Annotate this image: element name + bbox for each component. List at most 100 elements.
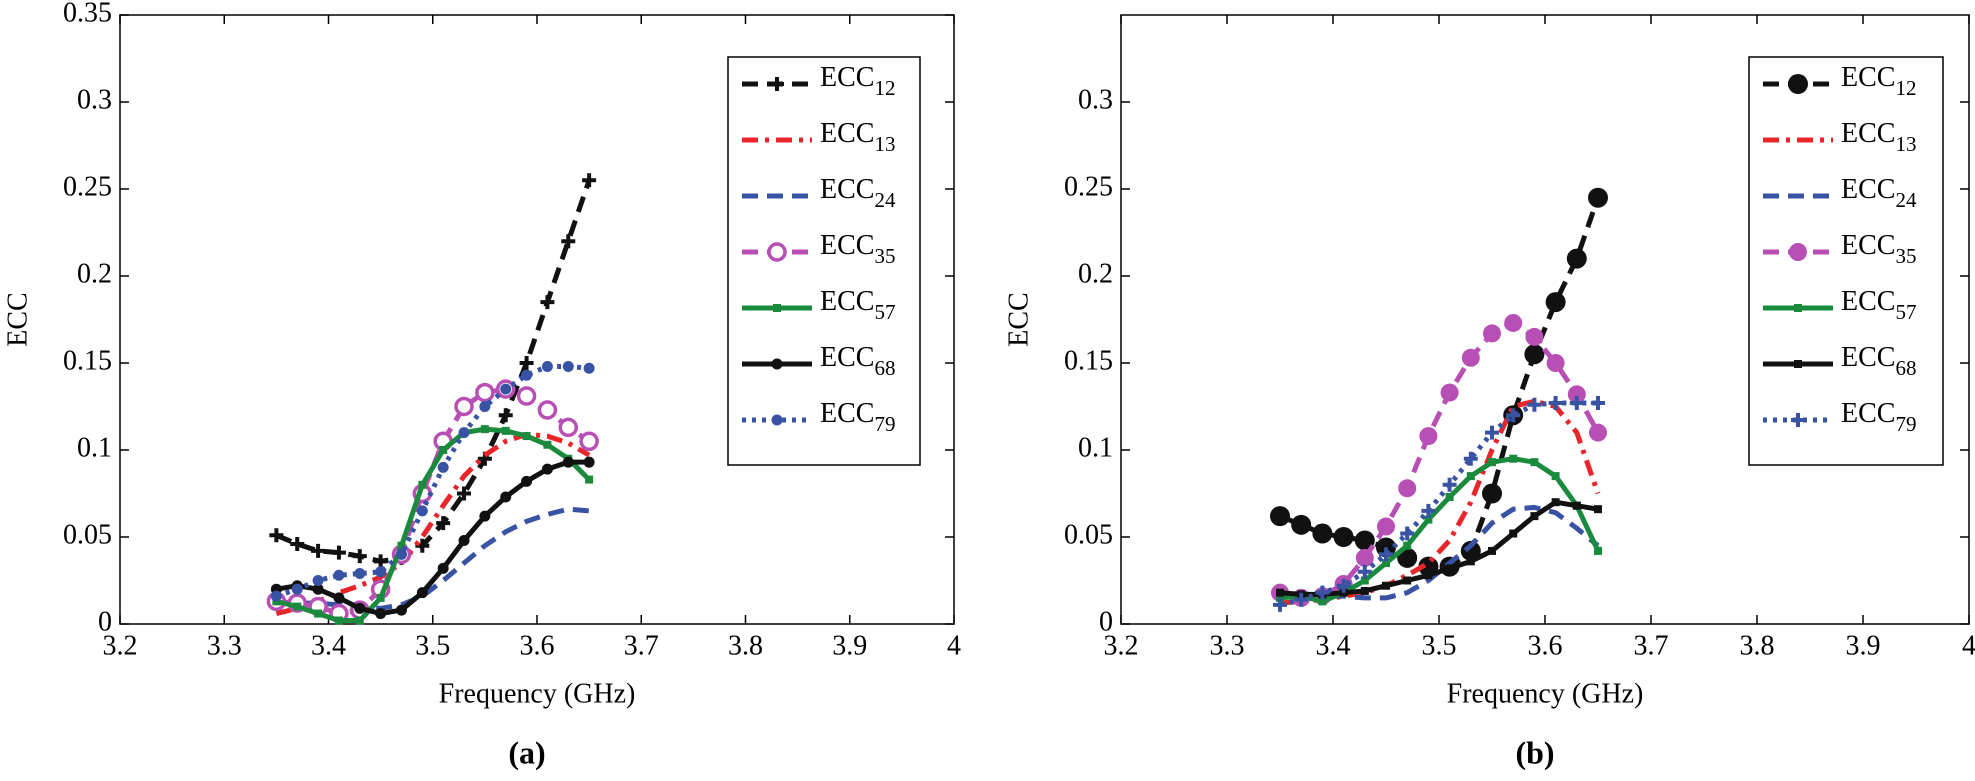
legend-box xyxy=(727,56,921,466)
marker xyxy=(1403,576,1412,585)
marker xyxy=(1421,503,1436,518)
marker xyxy=(314,609,323,618)
marker xyxy=(541,360,553,372)
marker xyxy=(767,242,787,262)
marker xyxy=(395,604,407,616)
marker xyxy=(1483,324,1501,343)
marker xyxy=(1791,413,1805,427)
marker xyxy=(437,562,449,574)
legend-label: ECC57 xyxy=(1841,286,1916,323)
marker xyxy=(1466,557,1475,566)
marker xyxy=(1506,408,1521,423)
marker xyxy=(416,587,428,599)
marker xyxy=(1445,492,1454,501)
marker xyxy=(1546,354,1565,372)
marker xyxy=(558,417,579,438)
marker xyxy=(439,446,448,454)
legend-label: ECC12 xyxy=(820,62,895,99)
legend-label: ECC79 xyxy=(1841,398,1916,435)
marker xyxy=(1789,243,1807,261)
x-tick-label: 3.4 xyxy=(311,630,346,661)
marker xyxy=(516,386,537,406)
marker xyxy=(1440,383,1459,402)
marker xyxy=(1276,588,1284,597)
y-tick-label: 0.35 xyxy=(63,0,112,28)
marker xyxy=(269,528,284,543)
series-line xyxy=(275,426,591,624)
x-tick-label: 3.9 xyxy=(832,630,867,661)
marker xyxy=(541,463,553,475)
series-line xyxy=(1279,398,1601,606)
legend-box xyxy=(1748,56,1944,466)
marker xyxy=(1482,483,1502,504)
x-tick-label: 3.7 xyxy=(1634,630,1669,661)
marker xyxy=(1530,458,1539,467)
legend-label: ECC24 xyxy=(820,174,896,211)
marker xyxy=(1382,559,1390,568)
marker xyxy=(770,77,784,91)
y-tick-label: 0.1 xyxy=(77,432,112,463)
x-tick-label: 3.9 xyxy=(1846,630,1881,661)
marker xyxy=(1788,74,1808,94)
marker xyxy=(352,549,367,564)
marker xyxy=(1566,248,1587,269)
marker xyxy=(1463,451,1478,466)
legend-label: ECC68 xyxy=(1841,342,1916,379)
marker xyxy=(1545,292,1566,313)
marker xyxy=(437,461,449,473)
marker xyxy=(561,234,576,249)
marker xyxy=(771,414,783,426)
x-tick-label: 3.5 xyxy=(415,630,450,661)
series-line xyxy=(1279,400,1598,608)
y-axis-label: ECC xyxy=(1003,292,1034,346)
x-tick-label: 3.3 xyxy=(1210,630,1245,661)
x-tick-label: 3.6 xyxy=(1528,630,1563,661)
marker xyxy=(1357,564,1372,579)
marker xyxy=(1572,501,1581,510)
marker xyxy=(375,608,387,620)
y-tick-label: 0.15 xyxy=(1064,345,1113,376)
y-tick-label: 0.2 xyxy=(1078,258,1113,289)
x-tick-label: 3.4 xyxy=(1316,630,1351,661)
marker xyxy=(562,360,574,372)
y-tick-label: 0.05 xyxy=(63,519,112,550)
marker xyxy=(395,548,407,560)
x-tick-label: 3.3 xyxy=(207,630,242,661)
marker xyxy=(1360,576,1369,585)
marker xyxy=(1377,517,1395,536)
y-tick-label: 0.05 xyxy=(1064,519,1113,550)
marker xyxy=(1548,396,1563,411)
marker xyxy=(1589,423,1607,442)
marker xyxy=(354,602,366,614)
marker xyxy=(1551,498,1560,507)
marker xyxy=(480,425,489,434)
marker xyxy=(1594,505,1602,514)
marker xyxy=(373,554,388,569)
marker xyxy=(583,362,595,374)
marker xyxy=(1551,472,1560,481)
series-line xyxy=(275,179,592,564)
marker xyxy=(1460,540,1481,561)
marker xyxy=(498,408,513,423)
x-tick-label: 4 xyxy=(1962,630,1975,661)
marker xyxy=(1294,592,1309,607)
marker xyxy=(1445,564,1454,573)
marker xyxy=(270,590,282,602)
marker xyxy=(1355,548,1374,567)
marker xyxy=(1504,313,1523,332)
marker xyxy=(537,400,558,420)
marker xyxy=(376,593,385,602)
marker xyxy=(290,536,305,551)
marker xyxy=(1525,327,1544,346)
marker xyxy=(1794,304,1802,312)
series-line xyxy=(1279,196,1601,570)
marker xyxy=(331,545,346,560)
marker xyxy=(773,304,781,312)
marker xyxy=(1336,578,1351,593)
marker xyxy=(457,486,472,501)
x-tick-label: 3.7 xyxy=(624,630,659,661)
y-tick-label: 0 xyxy=(98,606,112,637)
marker xyxy=(1466,472,1475,481)
y-tick-label: 0.25 xyxy=(1064,171,1113,202)
